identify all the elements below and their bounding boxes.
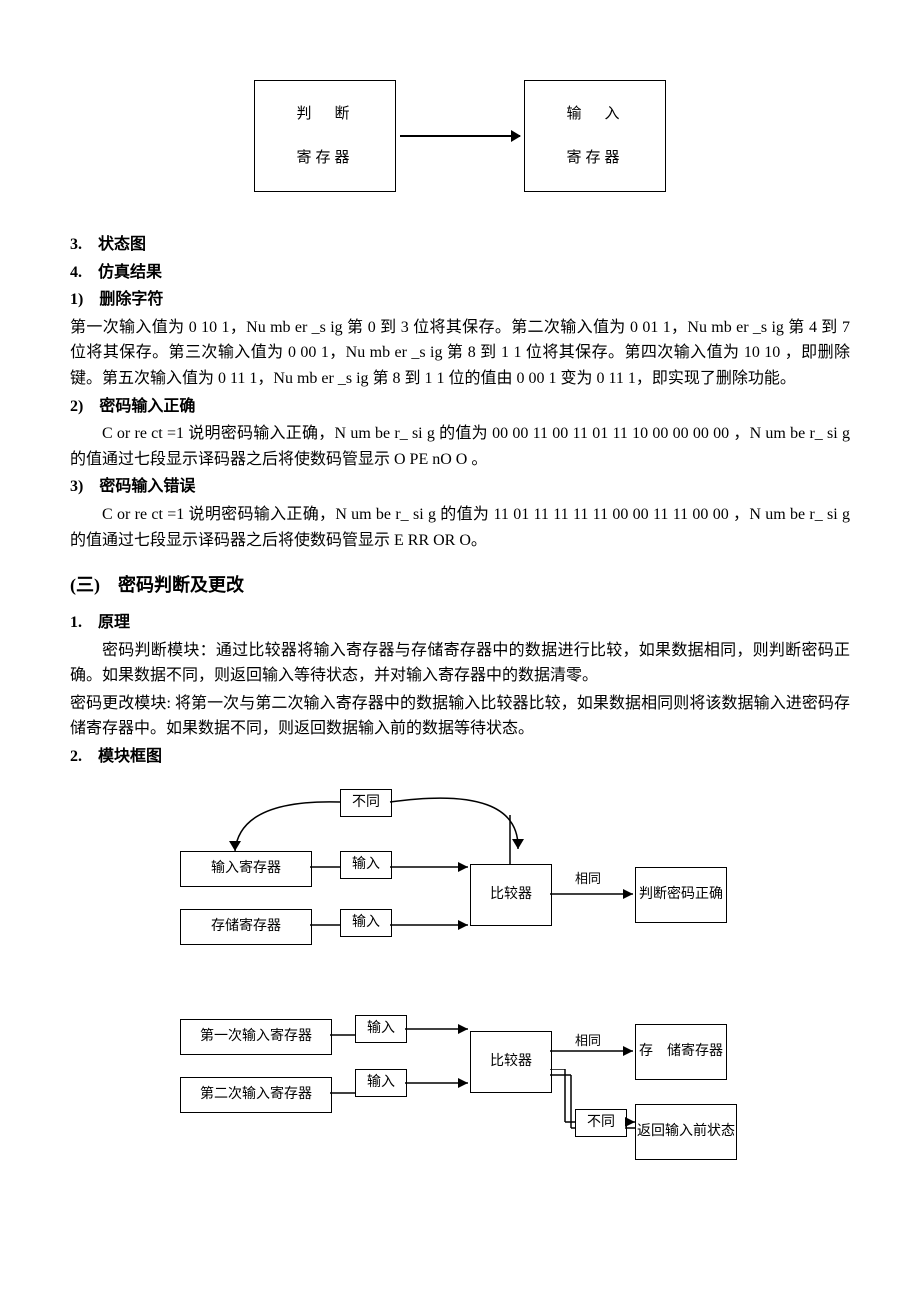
box-input-label-1: 输入: [355, 1015, 407, 1043]
heading-password-wrong: 3) 密码输入错误: [70, 474, 850, 500]
paragraph-judge-module: 密码判断模块：通过比较器将输入寄存器与存储寄存器中的数据进行比较，如果数据相同，…: [70, 638, 850, 689]
heading-principle: 1. 原理: [70, 610, 850, 636]
heading-delete-char: 1) 删除字符: [70, 287, 850, 313]
box-input-register: 输入寄存器: [180, 851, 312, 887]
paragraph-delete-char: 第一次输入值为 0 10 1，Nu mb er _s ig 第 0 到 3 位将…: [70, 315, 850, 392]
box-second-input-register: 第二次输入寄存器: [180, 1077, 332, 1113]
diagram-password-judge: 不同 输入寄存器 存储寄存器 输入 输入 比较器: [180, 789, 740, 979]
line-icon: [360, 815, 520, 865]
box-label: 寄存器: [566, 146, 623, 170]
box-label: 寄存器: [296, 146, 353, 170]
paragraph-password-correct: C or re ct =1 说明密码输入正确，N um be r_ si g 的…: [70, 421, 850, 472]
box-comparator: 比较器: [470, 864, 552, 926]
paragraph-password-wrong: C or re ct =1 说明密码输入正确，N um be r_ si g 的…: [70, 502, 850, 553]
box-label: 输 入: [566, 102, 623, 126]
arrow-icon: [405, 1017, 480, 1117]
paragraph-change-module: 密码更改模块: 将第一次与第二次输入寄存器中的数据输入比较器比较，如果数据相同则…: [70, 691, 850, 742]
box-result-correct: 判断密码正确: [635, 867, 727, 923]
arrow-icon: [550, 1041, 645, 1061]
arrow-right-icon: [400, 135, 520, 137]
box-label: 判 断: [296, 102, 353, 126]
box-input-label-2: 输入: [355, 1069, 407, 1097]
heading-sim-result: 4. 仿真结果: [70, 260, 850, 286]
arrow-icon: [550, 884, 645, 904]
box-store-register: 存储寄存器: [180, 909, 312, 945]
heading-password-correct: 2) 密码输入正确: [70, 394, 850, 420]
box-input-label-2: 输入: [340, 909, 392, 937]
heading-block-diagram: 2. 模块框图: [70, 744, 850, 770]
box-comparator: 比较器: [470, 1031, 552, 1093]
diagram-password-change: 第一次输入寄存器 第二次输入寄存器 输入 输入 比较器 相同 存 储寄存器 不同: [180, 1009, 740, 1189]
box-return-state: 返回输入前状态: [635, 1104, 737, 1160]
heading-section-three: (三) 密码判断及更改: [70, 571, 850, 600]
arrow-icon: [310, 849, 345, 949]
box-judge-register: 判 断 寄存器: [254, 80, 396, 192]
box-input-register: 输 入 寄存器: [524, 80, 666, 192]
arrow-icon: [330, 1017, 360, 1117]
box-first-input-register: 第一次输入寄存器: [180, 1019, 332, 1055]
heading-state-diagram: 3. 状态图: [70, 232, 850, 258]
diagram-judge-input-registers: 判 断 寄存器 输 入 寄存器: [70, 80, 850, 192]
